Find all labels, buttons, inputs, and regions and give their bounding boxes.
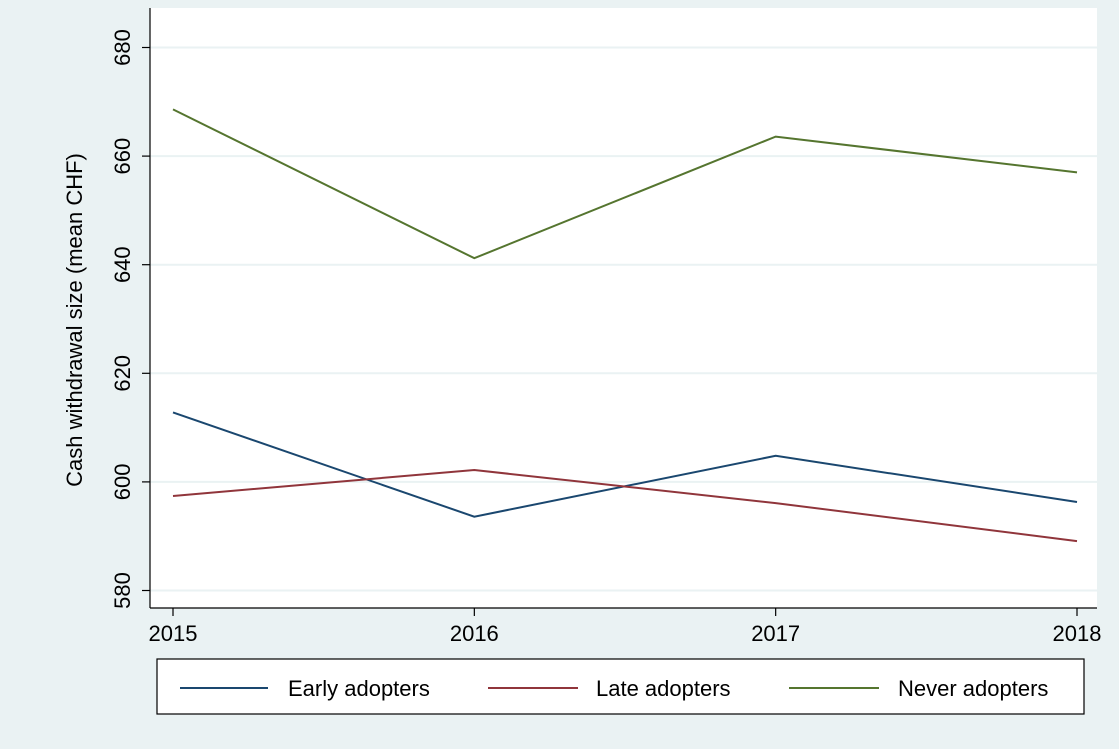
y-tick-label: 660 [110, 138, 135, 175]
series-lines [172, 108, 1078, 543]
legend-label: Late adopters [596, 676, 731, 701]
x-tick-label: 2017 [751, 621, 800, 646]
legend-box [156, 658, 1085, 715]
y-tick-label: 640 [110, 246, 135, 283]
y-tick-label: 600 [110, 464, 135, 501]
legend-label: Early adopters [288, 676, 430, 701]
plot-background [150, 8, 1097, 608]
series-line-late-adopters [172, 468, 1078, 543]
legend-label: Never adopters [898, 676, 1048, 701]
x-tick-label: 2016 [450, 621, 499, 646]
axes: 580 600 620 640 660 680 2015 2016 2017 2018 [110, 8, 1101, 646]
y-tick-label: 680 [110, 29, 135, 66]
legend: Early adopters Late adopters Never adopter… [156, 658, 1085, 715]
series-line-never-adopters [172, 108, 1078, 260]
y-tick-label: 620 [110, 355, 135, 392]
x-tick-label: 2015 [149, 621, 198, 646]
y-tick-label: 580 [110, 572, 135, 609]
gridlines [150, 46, 1097, 592]
y-axis-title: Cash withdrawal size (mean CHF) [62, 153, 87, 487]
x-tick-label: 2018 [1053, 621, 1102, 646]
